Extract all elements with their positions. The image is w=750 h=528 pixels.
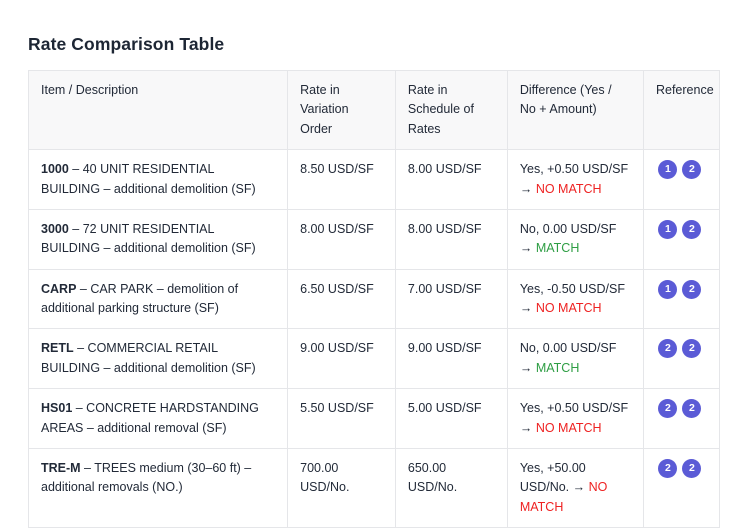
table-row: CARP – CAR PARK – demolition of addition…	[27, 268, 721, 330]
table-header: Item / Description Rate in Variation Orde…	[27, 69, 721, 151]
rate-schedule-of-rates-cell: 8.00 USD/SF	[394, 149, 508, 210]
column-header-rate-variation-order: Rate in Variation Order	[287, 69, 396, 151]
reference-badge[interactable]: 2	[682, 458, 702, 478]
difference-verdict: NO MATCH	[535, 181, 602, 196]
item-code: CARP	[41, 281, 77, 296]
rate-variation-order-cell: 700.00 USD/No.	[287, 447, 396, 528]
table-row: TRE-M – TREES medium (30–60 ft) – additi…	[27, 447, 721, 528]
reference-badge[interactable]: 1	[658, 279, 678, 299]
difference-verdict: MATCH	[535, 241, 580, 256]
difference-cell: Yes, -0.50 USD/SF → NO MATCH	[506, 268, 644, 330]
difference-cell: Yes, +0.50 USD/SF → NO MATCH	[506, 388, 644, 449]
item-description-cell: 1000 – 40 UNIT RESIDENTIAL BUILDING – ad…	[27, 149, 289, 210]
table-row: RETL – COMMERCIAL RETAIL BUILDING – addi…	[27, 328, 721, 390]
difference-cell: No, 0.00 USD/SF → MATCH	[506, 328, 644, 390]
table-row: 3000 – 72 UNIT RESIDENTIAL BUILDING – ad…	[27, 208, 721, 270]
reference-badge[interactable]: 2	[658, 399, 678, 419]
difference-verdict: NO MATCH	[535, 420, 602, 435]
difference-cell: No, 0.00 USD/SF → MATCH	[506, 208, 644, 270]
rate-variation-order-cell: 6.50 USD/SF	[287, 268, 396, 330]
item-description-cell: CARP – CAR PARK – demolition of addition…	[27, 268, 289, 330]
item-code: HS01	[41, 401, 73, 416]
reference-badge[interactable]: 2	[682, 219, 702, 239]
reference-badge[interactable]: 2	[658, 339, 678, 359]
header-row: Item / Description Rate in Variation Orde…	[27, 69, 721, 151]
table-row: 1000 – 40 UNIT RESIDENTIAL BUILDING – ad…	[27, 149, 721, 210]
rate-schedule-of-rates-cell: 5.00 USD/SF	[394, 388, 508, 449]
column-header-item-description: Item / Description	[27, 69, 289, 151]
reference-badge[interactable]: 2	[682, 279, 702, 299]
item-description-cell: RETL – COMMERCIAL RETAIL BUILDING – addi…	[27, 328, 289, 390]
item-code: 1000	[41, 162, 69, 177]
rate-variation-order-cell: 9.00 USD/SF	[287, 328, 396, 390]
rate-schedule-of-rates-cell: 8.00 USD/SF	[394, 208, 508, 270]
rate-variation-order-cell: 5.50 USD/SF	[287, 388, 396, 449]
difference-verdict: MATCH	[535, 360, 580, 375]
column-header-rate-schedule-of-rates: Rate in Schedule of Rates	[394, 69, 508, 151]
column-header-reference: Reference	[642, 69, 721, 151]
item-description-cell: TRE-M – TREES medium (30–60 ft) – additi…	[27, 447, 289, 528]
reference-badge[interactable]: 1	[658, 160, 678, 180]
difference-cell: Yes, +0.50 USD/SF → NO MATCH	[506, 149, 644, 210]
reference-badge[interactable]: 2	[682, 160, 702, 180]
difference-cell: Yes, +50.00 USD/No. → NO MATCH	[506, 447, 644, 528]
item-code: TRE-M	[41, 460, 81, 475]
rate-variation-order-cell: 8.50 USD/SF	[287, 149, 396, 210]
table-row: HS01 – CONCRETE HARDSTANDING AREAS – add…	[27, 388, 721, 449]
rate-comparison-table: Item / Description Rate in Variation Orde…	[27, 69, 721, 528]
difference-verdict: NO MATCH	[535, 301, 602, 315]
column-header-difference: Difference (Yes / No + Amount)	[506, 69, 644, 151]
item-description-cell: HS01 – CONCRETE HARDSTANDING AREAS – add…	[27, 388, 289, 449]
item-code: RETL	[41, 341, 74, 356]
table-body: 1000 – 40 UNIT RESIDENTIAL BUILDING – ad…	[27, 149, 721, 528]
reference-badge[interactable]: 2	[658, 458, 678, 478]
difference-verdict: NO MATCH	[519, 480, 608, 514]
rate-schedule-of-rates-cell: 7.00 USD/SF	[394, 268, 508, 330]
page-title: Rate Comparison Table	[28, 34, 225, 54]
rate-variation-order-cell: 8.00 USD/SF	[287, 208, 396, 270]
reference-badge[interactable]: 2	[682, 399, 702, 419]
reference-badge[interactable]: 2	[682, 339, 702, 359]
item-description-cell: 3000 – 72 UNIT RESIDENTIAL BUILDING – ad…	[27, 208, 289, 270]
rate-schedule-of-rates-cell: 650.00 USD/No.	[394, 447, 508, 528]
item-code: 3000	[41, 221, 69, 236]
rate-schedule-of-rates-cell: 9.00 USD/SF	[394, 328, 508, 390]
reference-badge[interactable]: 1	[658, 219, 678, 239]
